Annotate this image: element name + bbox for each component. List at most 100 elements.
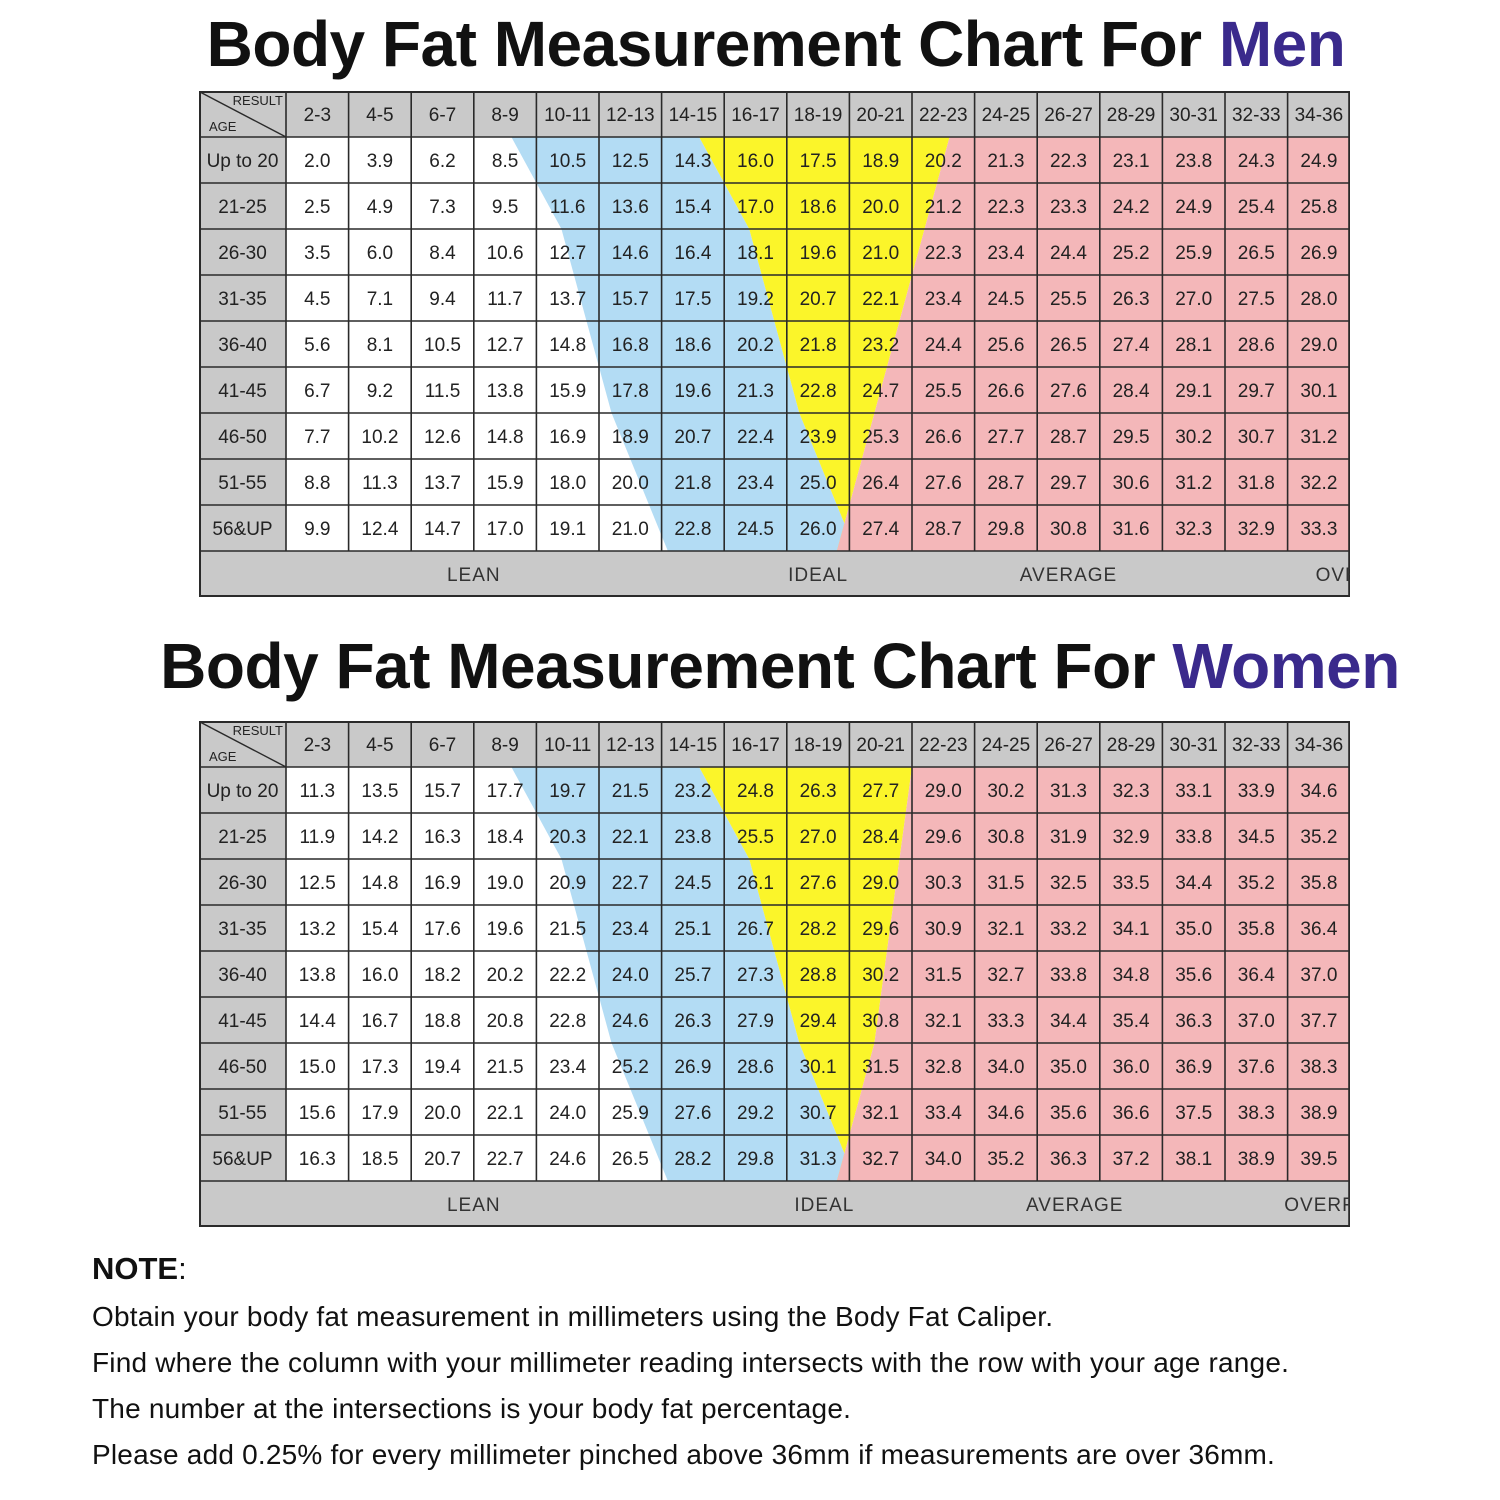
row-header: 26-30 bbox=[218, 873, 267, 894]
table-cell: 16.3 bbox=[299, 1149, 336, 1170]
table-cell: 27.6 bbox=[800, 873, 837, 894]
table-cell: 6.2 bbox=[429, 151, 455, 172]
column-header: 20-21 bbox=[856, 105, 905, 126]
table-cell: 13.5 bbox=[361, 781, 398, 802]
column-header: 32-33 bbox=[1232, 735, 1281, 756]
table-cell: 25.7 bbox=[674, 965, 711, 986]
column-header: 14-15 bbox=[669, 105, 718, 126]
table-cell: 38.9 bbox=[1300, 1103, 1337, 1124]
table-cell: 35.6 bbox=[1175, 965, 1212, 986]
zone-label-overfat: OVERFAT bbox=[1284, 1195, 1350, 1216]
table-cell: 29.6 bbox=[862, 919, 899, 940]
men-title-accent: Men bbox=[1218, 8, 1346, 80]
table-cell: 17.5 bbox=[674, 289, 711, 310]
table-cell: 38.1 bbox=[1175, 1149, 1212, 1170]
table-cell: 16.9 bbox=[549, 427, 586, 448]
table-cell: 22.1 bbox=[487, 1103, 524, 1124]
table-cell: 37.0 bbox=[1300, 965, 1337, 986]
table-cell: 26.1 bbox=[737, 873, 774, 894]
table-cell: 34.5 bbox=[1238, 827, 1275, 848]
table-cell: 26.6 bbox=[987, 381, 1024, 402]
zone-label-lean: LEAN bbox=[447, 565, 501, 586]
table-cell: 24.6 bbox=[612, 1011, 649, 1032]
table-cell: 3.9 bbox=[367, 151, 393, 172]
table-cell: 24.9 bbox=[1175, 197, 1212, 218]
table-cell: 35.0 bbox=[1175, 919, 1212, 940]
table-cell: 24.0 bbox=[612, 965, 649, 986]
table-cell: 32.7 bbox=[987, 965, 1024, 986]
zone-label-ideal: IDEAL bbox=[788, 565, 848, 586]
table-cell: 36.6 bbox=[1113, 1103, 1150, 1124]
table-cell: 33.2 bbox=[1050, 919, 1087, 940]
table-cell: 8.8 bbox=[304, 473, 330, 494]
table-cell: 25.8 bbox=[1300, 197, 1337, 218]
table-cell: 30.2 bbox=[862, 965, 899, 986]
zone-legend-bar bbox=[199, 551, 1350, 597]
table-cell: 30.6 bbox=[1113, 473, 1150, 494]
table-cell: 16.9 bbox=[424, 873, 461, 894]
column-header: 4-5 bbox=[366, 105, 393, 126]
corner-label-age: AGE bbox=[209, 119, 237, 134]
table-cell: 29.4 bbox=[800, 1011, 837, 1032]
table-cell: 16.4 bbox=[674, 243, 711, 264]
table-cell: 29.1 bbox=[1175, 381, 1212, 402]
table-cell: 25.2 bbox=[1113, 243, 1150, 264]
table-cell: 21.0 bbox=[862, 243, 899, 264]
column-header: 2-3 bbox=[304, 105, 331, 126]
table-cell: 35.2 bbox=[1238, 873, 1275, 894]
table-cell: 19.6 bbox=[800, 243, 837, 264]
column-header: 26-27 bbox=[1044, 105, 1093, 126]
table-cell: 27.6 bbox=[1050, 381, 1087, 402]
table-cell: 26.0 bbox=[800, 519, 837, 540]
table-cell: 33.3 bbox=[987, 1011, 1024, 1032]
table-cell: 23.4 bbox=[612, 919, 649, 940]
table-cell: 27.7 bbox=[987, 427, 1024, 448]
corner-label-result: RESULT bbox=[233, 93, 283, 108]
table-cell: 11.9 bbox=[300, 827, 336, 848]
table-cell: 26.4 bbox=[862, 473, 899, 494]
column-header: 30-31 bbox=[1169, 735, 1218, 756]
table-cell: 26.3 bbox=[1113, 289, 1150, 310]
table-cell: 27.5 bbox=[1238, 289, 1275, 310]
column-header: 12-13 bbox=[606, 735, 655, 756]
note-heading: NOTE bbox=[92, 1251, 179, 1286]
table-cell: 32.9 bbox=[1238, 519, 1275, 540]
table-cell: 35.4 bbox=[1113, 1011, 1150, 1032]
table-cell: 29.0 bbox=[925, 781, 962, 802]
zone-label-average: AVERAGE bbox=[1026, 1195, 1123, 1216]
table-cell: 30.9 bbox=[925, 919, 962, 940]
table-cell: 26.9 bbox=[674, 1057, 711, 1078]
table-cell: 20.9 bbox=[549, 873, 586, 894]
table-cell: 29.0 bbox=[1300, 335, 1337, 356]
row-header: 41-45 bbox=[218, 1011, 267, 1032]
table-cell: 18.6 bbox=[800, 197, 837, 218]
table-cell: 34.6 bbox=[1300, 781, 1337, 802]
table-cell: 25.5 bbox=[737, 827, 774, 848]
table-cell: 18.9 bbox=[612, 427, 649, 448]
zone-label-average: AVERAGE bbox=[1020, 565, 1117, 586]
table-cell: 15.4 bbox=[674, 197, 711, 218]
table-cell: 30.2 bbox=[987, 781, 1024, 802]
table-cell: 17.8 bbox=[612, 381, 649, 402]
column-header: 8-9 bbox=[491, 105, 518, 126]
table-cell: 29.7 bbox=[1050, 473, 1087, 494]
zone-label-ideal: IDEAL bbox=[794, 1195, 854, 1216]
column-header: 28-29 bbox=[1107, 735, 1156, 756]
corner-diagonal bbox=[199, 91, 287, 138]
table-cell: 16.8 bbox=[612, 335, 649, 356]
table-cell: 21.8 bbox=[674, 473, 711, 494]
table-cell: 24.9 bbox=[1300, 151, 1337, 172]
table-cell: 7.7 bbox=[304, 427, 330, 448]
table-cell: 17.3 bbox=[361, 1057, 398, 1078]
table-cell: 22.4 bbox=[737, 427, 774, 448]
table-cell: 31.8 bbox=[1238, 473, 1275, 494]
table-cell: 37.5 bbox=[1175, 1103, 1212, 1124]
table-cell: 14.8 bbox=[487, 427, 524, 448]
table-cell: 15.9 bbox=[549, 381, 586, 402]
table-cell: 16.0 bbox=[361, 965, 398, 986]
table-cell: 20.8 bbox=[487, 1011, 524, 1032]
men-body-fat-table: RESULT AGE 2-3 4-5 6-7 8-9 10-11 12-13 14-15 16-1… bbox=[199, 91, 1350, 597]
table-cell: 33.1 bbox=[1175, 781, 1212, 802]
table-cell: 20.0 bbox=[424, 1103, 461, 1124]
table-cell: 30.8 bbox=[862, 1011, 899, 1032]
